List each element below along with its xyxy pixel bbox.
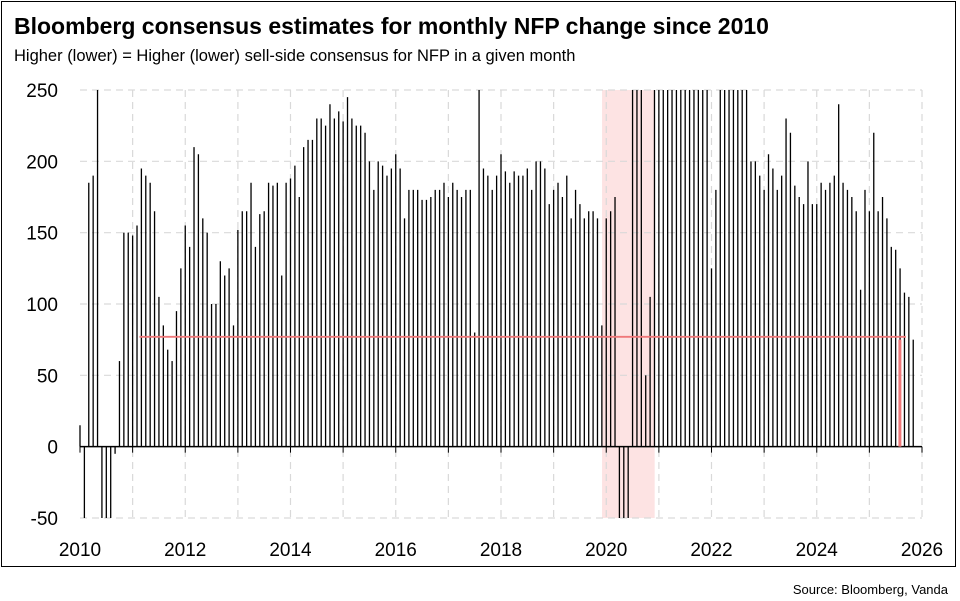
source-note: Source: Bloomberg, Vanda — [792, 582, 948, 597]
x-tick-label: 2010 — [59, 540, 101, 561]
tick-labels: -50 0 50 100 150 200 250 2010 2012 2014 2016 2018 20… — [26, 81, 943, 561]
chart-subtitle: Higher (lower) = Higher (lower) sell-sid… — [14, 47, 576, 65]
axes — [79, 445, 923, 453]
y-tick-label: 200 — [26, 152, 58, 173]
y-tick-label: 50 — [37, 366, 58, 387]
x-tick-label: 2018 — [480, 540, 522, 561]
x-tick-label: 2020 — [585, 540, 627, 561]
y-tick-label: 250 — [26, 81, 58, 102]
y-tick-label: -50 — [31, 509, 58, 530]
x-tick-label: 2022 — [690, 540, 732, 561]
y-tick-label: 0 — [47, 438, 58, 459]
y-tick-label: 150 — [26, 224, 58, 245]
x-tick-label: 2024 — [796, 540, 839, 561]
x-tick-label: 2014 — [269, 540, 312, 561]
reference-layer — [139, 335, 906, 447]
chart-title: Bloomberg consensus estimates for monthl… — [14, 13, 769, 39]
bars — [79, 90, 914, 518]
x-tick-label: 2012 — [164, 540, 206, 561]
x-tick-label: 2016 — [375, 540, 417, 561]
chart-frame — [1, 1, 956, 567]
y-tick-label: 100 — [26, 295, 58, 316]
x-tick-label: 2026 — [901, 540, 943, 561]
